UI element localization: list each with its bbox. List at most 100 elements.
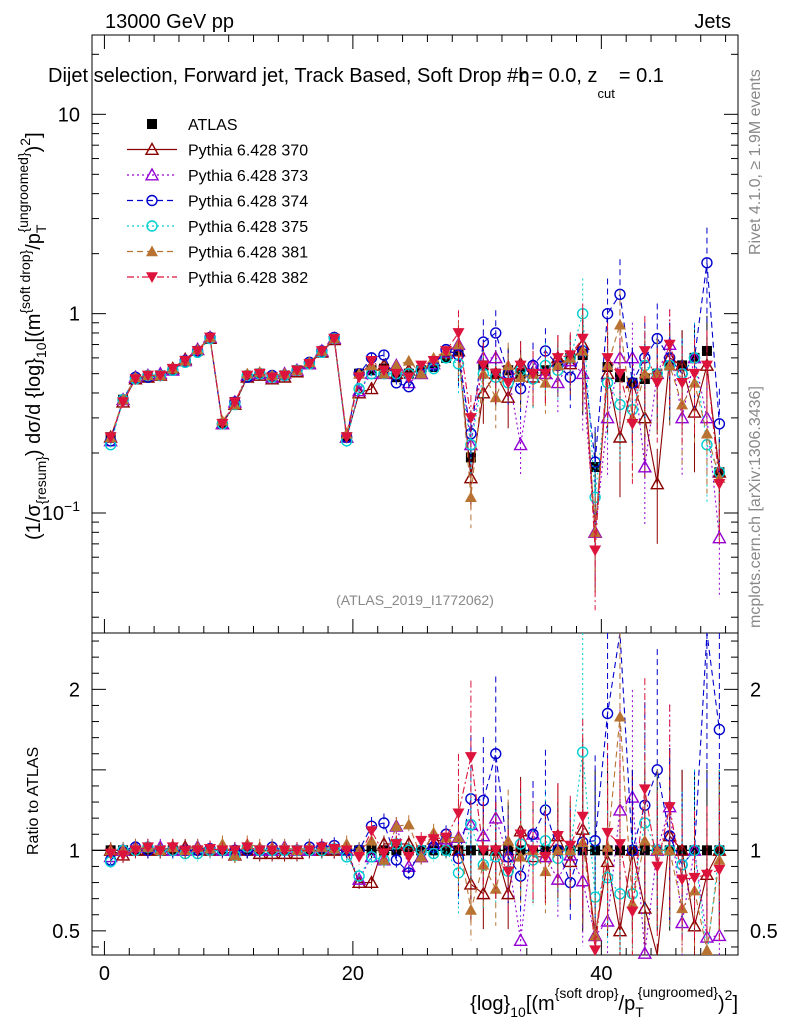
data-point — [601, 353, 614, 364]
data-point — [353, 383, 365, 395]
data-point — [117, 397, 130, 409]
ratio-point — [452, 808, 465, 820]
y-axis-label: (1/σ{resum}) dσ/d {log}10[(m{soft drop}/… — [15, 132, 49, 540]
ratio-tick-label-right: 0.5 — [750, 921, 778, 943]
x-tick-label: 40 — [590, 963, 612, 985]
ratio-point — [141, 842, 154, 854]
data-point — [141, 370, 154, 382]
ratio-point — [713, 723, 726, 736]
data-point — [166, 363, 179, 375]
analysis-id-label: (ATLAS_2019_I1772062) — [336, 592, 494, 608]
ratio-point — [626, 906, 639, 918]
data-point — [228, 397, 241, 409]
data-point — [426, 356, 441, 370]
ratio-y-axis-label: Ratio to ATLAS — [25, 747, 42, 855]
ratio-point — [340, 845, 353, 857]
data-point — [637, 459, 653, 473]
legend-entry: ATLAS — [147, 117, 238, 134]
data-point — [551, 353, 564, 364]
series-ratio-6 — [104, 678, 726, 957]
data-point — [402, 372, 415, 384]
legend-entry: Pythia 6.428 381 — [127, 245, 308, 262]
data-point — [463, 470, 479, 484]
ratio-tick-label: 2 — [69, 679, 80, 701]
ratio-point — [613, 839, 626, 850]
ratio-point — [713, 864, 726, 876]
ratio-point — [638, 784, 651, 796]
ratio-point — [290, 845, 303, 857]
legend-entry: Pythia 6.428 375 — [127, 219, 308, 236]
data-point — [551, 359, 564, 371]
main-series-layer — [103, 227, 727, 611]
ratio-point — [490, 748, 502, 760]
rivet-label: Rivet 4.1.0, ≥ 1.9M events — [747, 69, 764, 255]
x-axis-label: {log}10[(m{soft drop}/pT{ungroomed})2] — [470, 984, 738, 1020]
ratio-point — [527, 828, 539, 840]
data-point — [502, 377, 515, 389]
ratio-tick-label-right: 2 — [750, 679, 761, 701]
legend-marker — [146, 272, 158, 283]
data-point — [390, 359, 403, 371]
ratio-point — [489, 845, 502, 857]
ratio-point — [353, 870, 365, 882]
data-point — [402, 354, 415, 366]
ratio-point — [527, 845, 540, 857]
legend-label: Pythia 6.428 374 — [188, 194, 308, 211]
data-point — [364, 381, 379, 395]
legend-label: Pythia 6.428 370 — [188, 143, 308, 160]
data-point — [241, 370, 254, 382]
y-tick-label: 10−1 — [42, 498, 80, 525]
data-point — [191, 346, 204, 357]
data-point — [626, 419, 639, 430]
ratio-line — [110, 752, 720, 956]
legend: ATLAS Pythia 6.428 370 Pythia 6.428 373 Pyt… — [127, 117, 308, 287]
data-point — [216, 419, 229, 430]
ratio-point — [589, 945, 602, 957]
data-point — [638, 367, 651, 379]
ratio-point — [513, 933, 528, 947]
data-point — [701, 257, 713, 269]
x-tick-label: 0 — [99, 963, 110, 985]
legend-marker — [146, 220, 158, 232]
ratio-point — [601, 841, 614, 852]
ratio-point — [551, 831, 564, 842]
data-point — [353, 372, 366, 384]
ratio-point — [576, 811, 589, 823]
series-line — [110, 324, 720, 533]
legend-entry: Pythia 6.428 373 — [127, 167, 308, 185]
legend-marker — [144, 142, 160, 156]
ratio-point — [477, 845, 490, 857]
ratio-point — [390, 854, 403, 866]
data-point — [415, 367, 428, 379]
data-point — [539, 368, 552, 380]
ratio-point — [402, 851, 415, 863]
energy-label: 13000 GeV pp — [105, 11, 234, 33]
data-point — [290, 365, 303, 377]
plot-title-sub: cut — [598, 86, 616, 101]
legend-label: Pythia 6.428 381 — [188, 245, 308, 262]
ratio-point — [403, 867, 415, 879]
ratio-point — [539, 851, 552, 863]
ratio-point — [216, 845, 229, 857]
ratio-point — [104, 848, 117, 860]
ratio-point — [266, 845, 279, 857]
ratio-point — [166, 842, 179, 854]
ratio-point — [688, 872, 701, 884]
legend-marker — [144, 167, 160, 181]
data-point — [365, 356, 378, 367]
ratio-point — [402, 818, 415, 830]
data-point — [651, 377, 664, 389]
ratio-point — [228, 845, 241, 857]
legend-marker — [147, 119, 157, 129]
y-tick-label: 1 — [69, 304, 80, 326]
data-point — [713, 418, 726, 430]
data-point — [688, 368, 701, 380]
data-point — [614, 288, 626, 301]
ratio-point — [601, 707, 614, 720]
data-point — [266, 372, 279, 384]
data-point — [613, 318, 626, 330]
ratio-point — [328, 843, 341, 855]
data-point — [477, 360, 490, 372]
data-point — [303, 359, 316, 370]
